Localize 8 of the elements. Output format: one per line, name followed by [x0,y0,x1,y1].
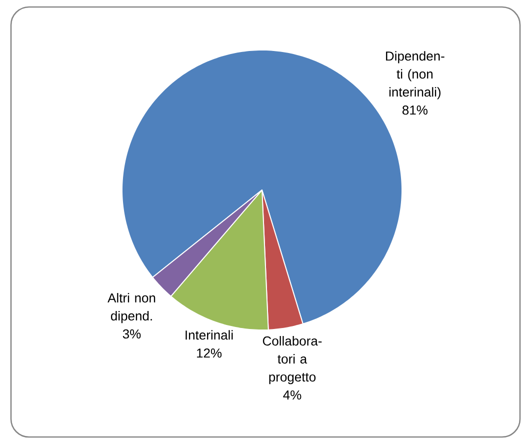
slice-label: Collabora-tori a progetto [262,336,322,384]
data-label: 4% [283,390,302,400]
slice-label: Interinali [186,330,233,340]
slice-label: Altri non dipend. [108,293,156,324]
data-label: 12% [196,348,222,358]
data-label: 81% [402,105,428,115]
data-label: 3% [122,329,141,339]
slice-label: Dipenden-ti (non interinali) [386,51,444,100]
